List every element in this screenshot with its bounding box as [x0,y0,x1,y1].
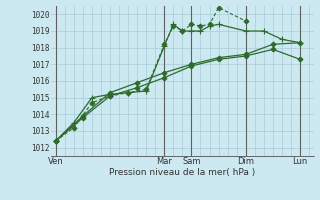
X-axis label: Pression niveau de la mer( hPa ): Pression niveau de la mer( hPa ) [109,168,256,177]
